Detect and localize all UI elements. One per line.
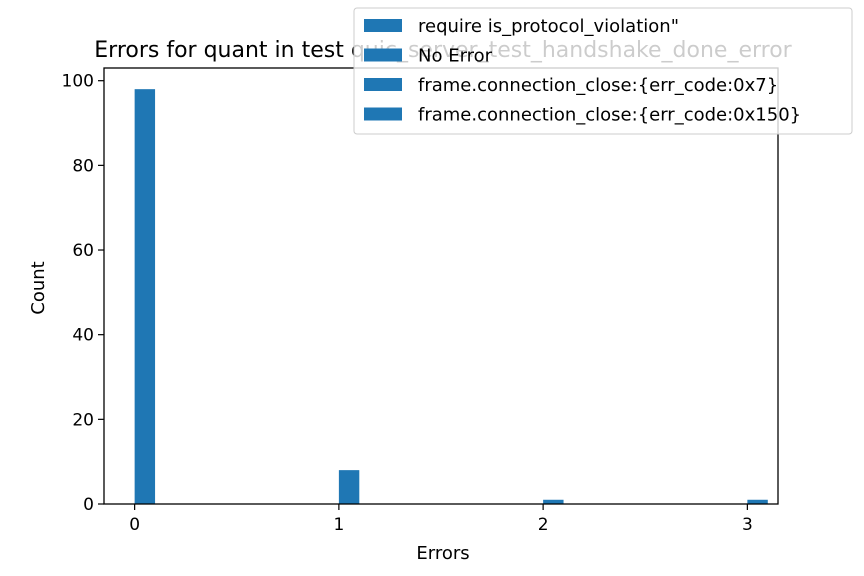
y-tick-label: 40 — [72, 326, 94, 346]
legend-entry: No Error — [418, 46, 493, 67]
x-tick-label: 0 — [129, 515, 140, 535]
x-axis-ticks: 0 1 2 3 — [129, 504, 753, 535]
y-axis-label: Count — [28, 261, 49, 314]
bar-2 — [543, 499, 564, 504]
legend-swatch — [364, 107, 402, 121]
legend-items: require is_protocol_violation" No Error fr… — [364, 16, 801, 126]
y-tick-label: 60 — [72, 241, 94, 261]
y-tick-label: 80 — [72, 156, 94, 176]
legend-frame — [353, 7, 853, 135]
legend-swatch — [364, 48, 402, 62]
bar-3 — [747, 499, 768, 504]
legend-swatch — [364, 78, 402, 91]
y-tick-label: 20 — [72, 410, 94, 430]
y-tick-label: 100 — [62, 72, 94, 92]
legend-swatch — [364, 19, 402, 32]
x-axis-label: Errors — [416, 543, 469, 564]
x-tick-label: 3 — [742, 515, 753, 535]
x-tick-label: 2 — [538, 515, 549, 535]
legend-entry: frame.connection_close:{err_code:0x7} — [418, 75, 778, 96]
y-axis-ticks: 0 20 40 60 80 100 — [62, 72, 104, 515]
bar-0 — [134, 89, 156, 505]
legend: require is_protocol_violation" No Error fr… — [353, 7, 853, 135]
y-tick-label: 0 — [83, 495, 94, 515]
x-tick-label: 1 — [333, 515, 344, 535]
legend-entry: require is_protocol_violation" — [418, 16, 679, 37]
bars-group — [134, 89, 768, 505]
legend-entry: frame.connection_close:{err_code:0x150} — [418, 105, 801, 126]
bar-1 — [338, 470, 360, 504]
